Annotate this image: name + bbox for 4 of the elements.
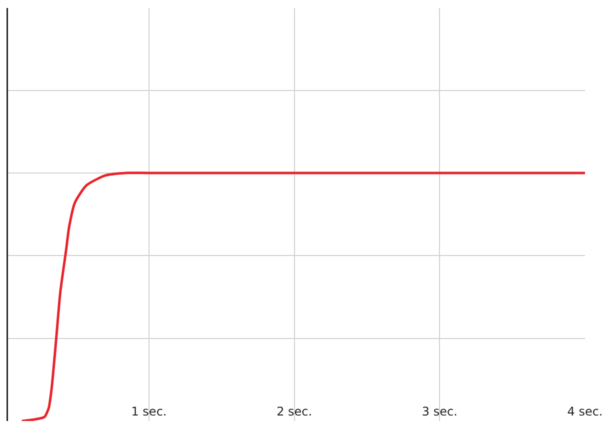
x-tick-label: 3 sec.: [422, 404, 458, 419]
x-tick-label: 2 sec.: [276, 404, 312, 419]
x-tick-label: 1 sec.: [131, 404, 167, 419]
x-tick-label: 4 sec.: [567, 404, 603, 419]
